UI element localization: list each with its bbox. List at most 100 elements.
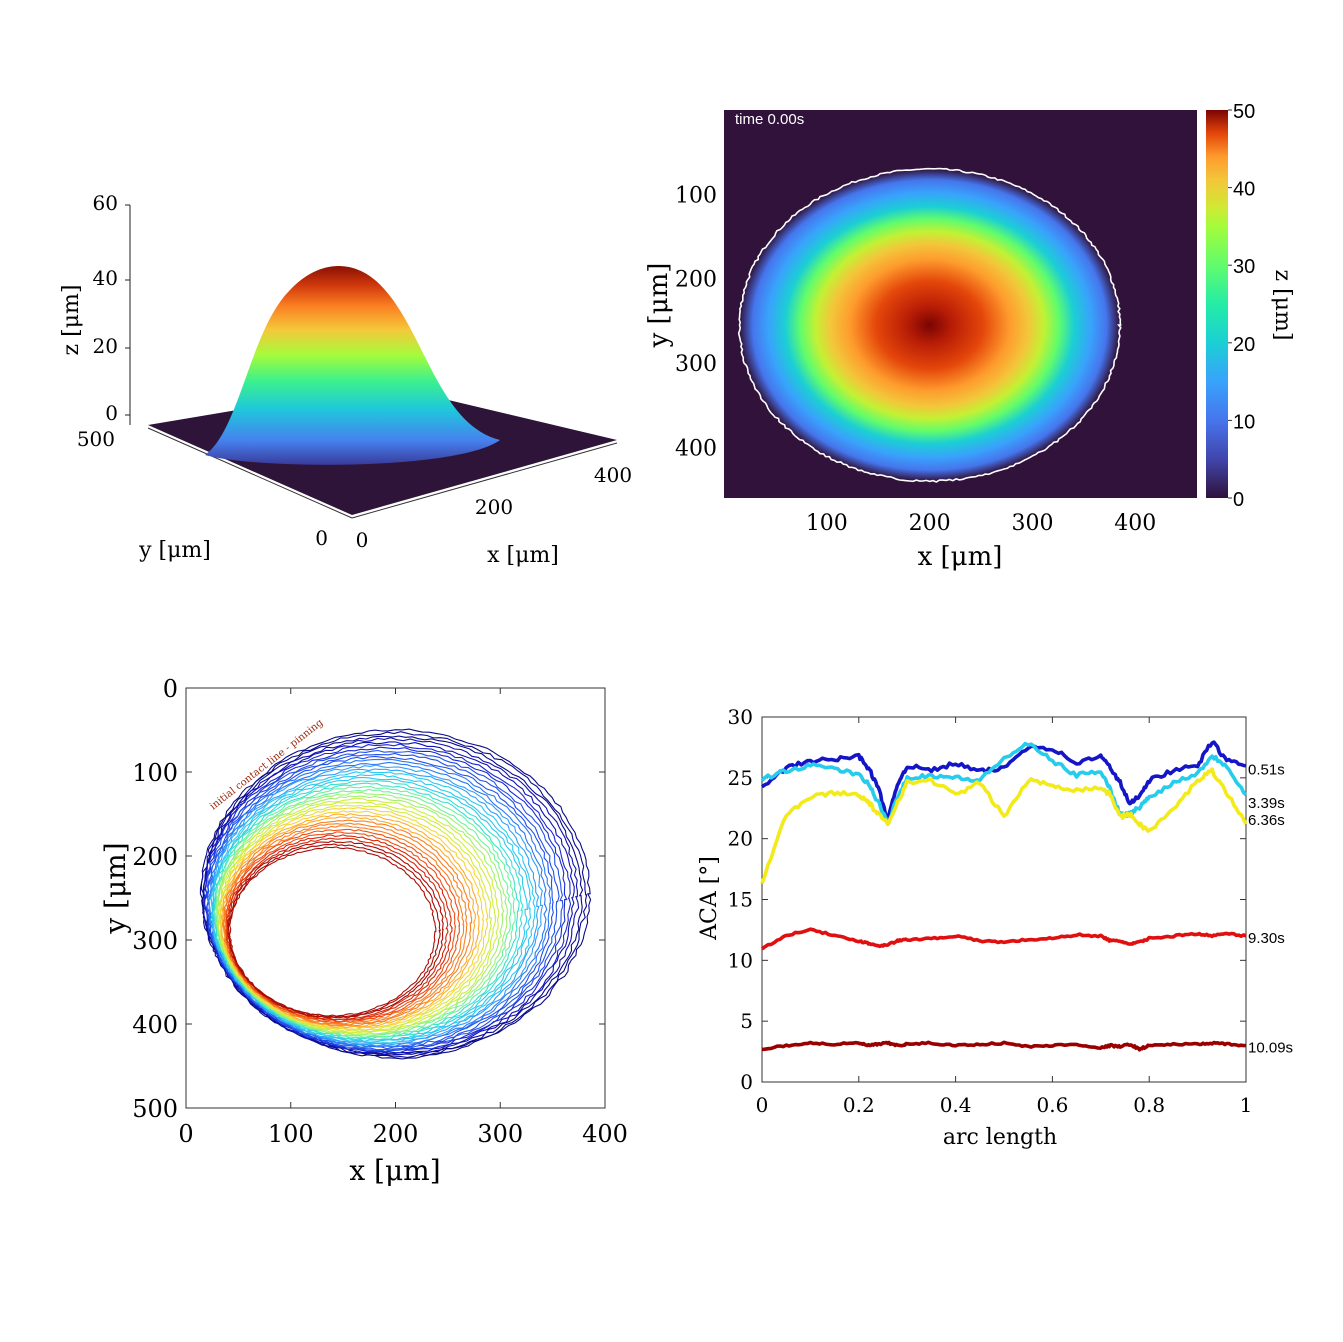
series-end-label: 6.36s: [1248, 812, 1285, 829]
contact-line-contour: [208, 764, 544, 1047]
contact-line-contour: [227, 843, 441, 1018]
y-tick-label: 400: [132, 1011, 178, 1039]
x-axis-line: [351, 442, 618, 519]
x-tick-label: 400: [1114, 511, 1156, 536]
y-axis-label: y [μm]: [644, 263, 674, 349]
series-line: [760, 741, 1248, 826]
contour-plot: initial contact line - pinning 0 100 200 30…: [99, 675, 628, 1187]
y-axis-label: y [μm]: [99, 842, 132, 934]
contact-line-contour: [216, 791, 508, 1037]
contact-line-contour: [223, 822, 468, 1026]
contact-line-contour: [225, 831, 457, 1023]
series-end-label: 9.30s: [1248, 930, 1285, 947]
contact-line-contour: [216, 798, 500, 1035]
droplet-surface: [205, 266, 500, 465]
x-tick-label: 0.6: [1036, 1093, 1068, 1117]
contact-line-contour: [211, 777, 528, 1042]
contact-line-contour: [229, 846, 437, 1017]
y-tick-label: 30: [728, 705, 753, 729]
x-tick-label: 0: [178, 1120, 193, 1148]
y-tick-label: 200: [132, 843, 178, 871]
y-tick-label: 25: [728, 766, 753, 790]
contact-line-contour: [222, 819, 473, 1027]
y-tick-label: 0: [740, 1070, 753, 1094]
z-axis-label: z [μm]: [59, 285, 84, 356]
series-line: [760, 767, 1248, 885]
x-tick-label: 0.8: [1133, 1093, 1165, 1117]
contact-line-contour: [219, 804, 493, 1032]
x-tick-label: 0: [356, 528, 369, 552]
surface-plot: 60 40 20 0 z [μm] 500 0 0 200 400 y [μm]…: [59, 191, 632, 568]
y-tick-label: 200: [675, 268, 717, 293]
series-line: [760, 927, 1247, 951]
x-tick-label: 200: [475, 495, 513, 519]
colorbar-tick-label: 10: [1233, 411, 1255, 433]
y-tick-label: 5: [740, 1009, 753, 1033]
x-tick-label: 200: [373, 1120, 419, 1148]
y-tick-label: 100: [675, 183, 717, 208]
colorbar-tick-label: 0: [1233, 489, 1244, 511]
x-axis-label: x [μm]: [487, 543, 559, 568]
contact-line-contour: [202, 741, 575, 1054]
contact-line-contour: [213, 782, 520, 1040]
contact-line-contour: [224, 825, 465, 1025]
x-axis-label: x [μm]: [349, 1154, 440, 1187]
series-end-label: 10.09s: [1248, 1040, 1293, 1057]
contact-line-contour: [203, 743, 572, 1055]
contact-line: [737, 167, 1122, 483]
colorbar: [1206, 110, 1228, 498]
colorbar-tick-label: 20: [1233, 334, 1255, 356]
x-tick-label: 0.2: [843, 1093, 875, 1117]
time-annotation: time 0.00s: [735, 111, 804, 128]
contact-line-contour: [221, 816, 476, 1028]
y-axis-label: y [μm]: [138, 538, 211, 563]
x-tick-label: 400: [582, 1120, 628, 1148]
plot-area: [185, 687, 606, 1109]
contact-line-contour: [216, 795, 505, 1036]
contact-line-contour: [213, 785, 516, 1038]
x-tick-label: 1: [1240, 1093, 1253, 1117]
z-tick-label: 0: [105, 401, 118, 425]
contact-line-contour: [218, 807, 489, 1031]
x-axis-label: arc length: [943, 1125, 1057, 1150]
colorbar-label: z [μm]: [1270, 270, 1295, 341]
y-tick-label: 0: [163, 675, 178, 703]
x-tick-label: 0.4: [940, 1093, 972, 1117]
series-end-label: 3.39s: [1248, 795, 1285, 812]
y-tick-label: 500: [132, 1095, 178, 1123]
y-tick-label: 0: [315, 526, 328, 550]
y-tick-label: 20: [728, 827, 753, 851]
droplet-heightmap: [739, 169, 1120, 482]
series-end-label: 0.51s: [1248, 762, 1285, 779]
contact-line-contour: [218, 801, 497, 1033]
x-tick-label: 100: [268, 1120, 314, 1148]
y-tick-label: 10: [728, 948, 753, 972]
y-tick-label: 500: [77, 427, 115, 451]
x-tick-label: 100: [806, 511, 848, 536]
z-tick-label: 40: [93, 266, 118, 290]
y-tick-label: 15: [728, 888, 753, 912]
series-line: [761, 740, 1247, 825]
y-tick-label: 400: [675, 436, 717, 461]
x-axis-label: x [μm]: [918, 542, 1003, 572]
z-tick-label: 20: [93, 334, 118, 358]
x-tick-label: 300: [477, 1120, 523, 1148]
contact-line-contour: [226, 834, 453, 1021]
y-tick-label: 100: [132, 759, 178, 787]
series-line: [761, 1040, 1247, 1052]
y-tick-label: 300: [132, 927, 178, 955]
x-tick-label: 300: [1011, 511, 1053, 536]
contact-line-contour: [211, 773, 532, 1043]
plot-area: [761, 716, 1247, 1083]
x-tick-label: 0: [756, 1093, 769, 1117]
colorbar-tick-label: 40: [1233, 179, 1255, 201]
colorbar-tick-label: 30: [1233, 256, 1255, 278]
colorbar-tick-label: 50: [1233, 101, 1255, 123]
aca-line-chart: 0 0.2 0.4 0.6 0.8 1 0 5 10 15 20 25 30 0.51s 3.39s6.…: [697, 705, 1293, 1150]
z-tick-label: 60: [93, 191, 118, 215]
y-axis-line: [147, 427, 353, 519]
x-tick-label: 400: [594, 463, 632, 487]
x-tick-label: 200: [909, 511, 951, 536]
